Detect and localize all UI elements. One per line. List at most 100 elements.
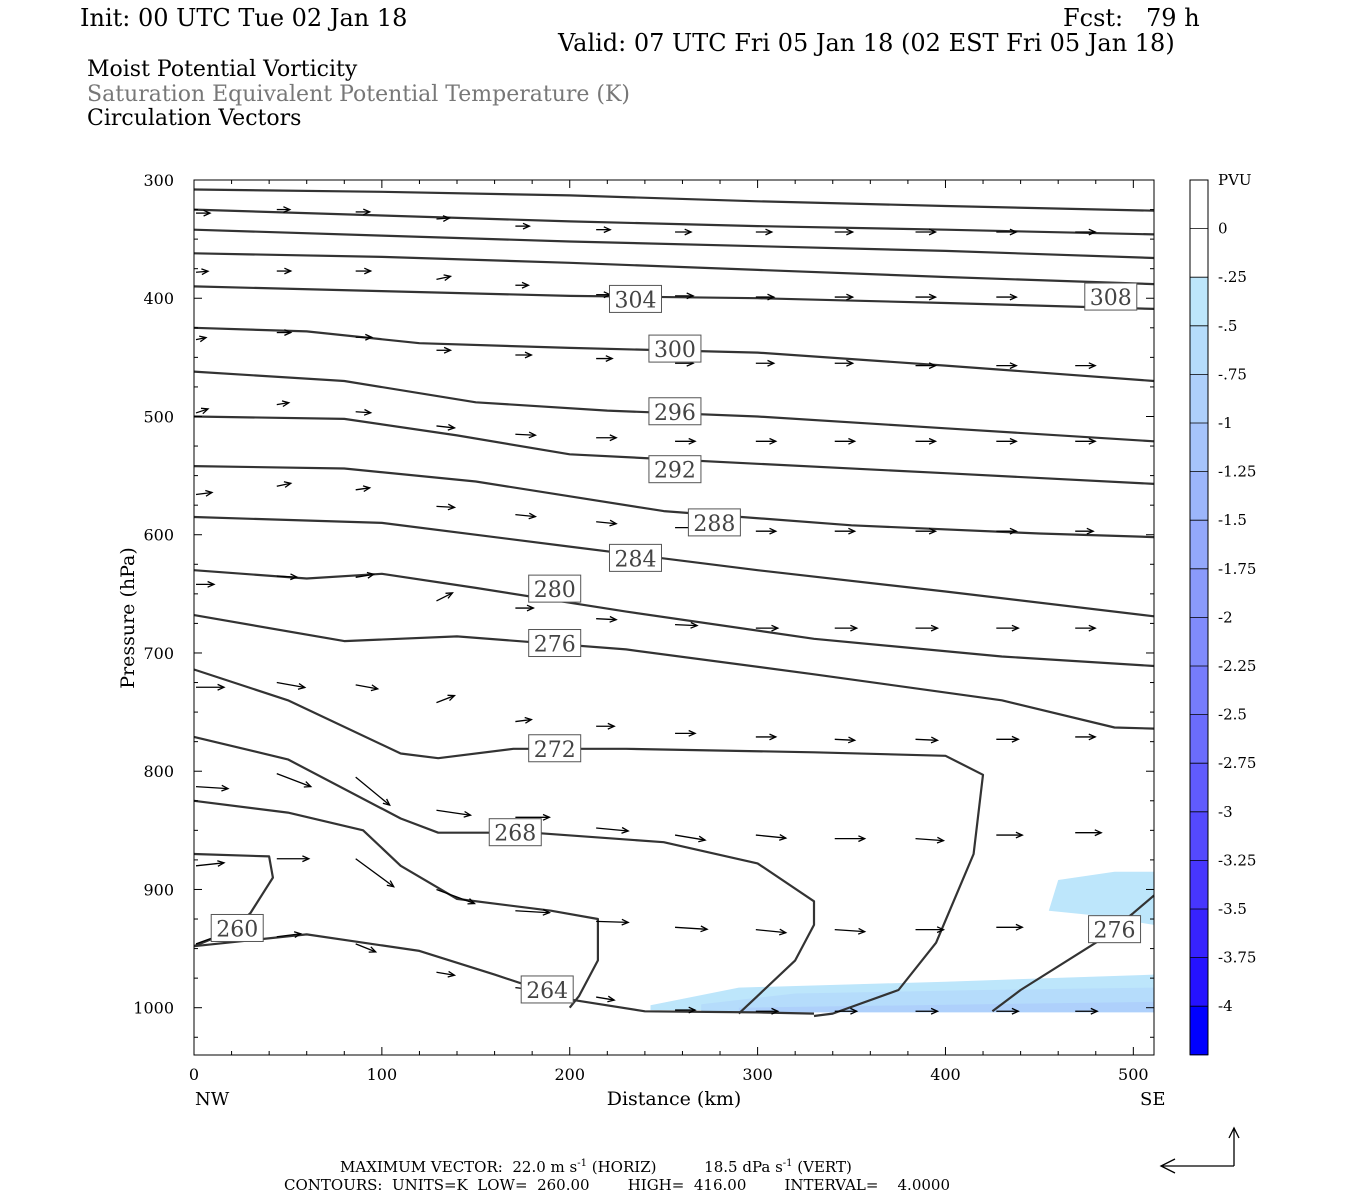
theta-e-contour	[193, 208, 1155, 236]
vector-head	[524, 351, 533, 359]
circulation-vector	[276, 772, 313, 788]
circulation-vector	[675, 228, 693, 236]
theta-e-contour	[193, 515, 1155, 618]
vector-head	[1009, 362, 1018, 370]
vector-shaft	[674, 834, 706, 841]
theta-e-contour	[193, 252, 1155, 286]
vector-head	[217, 860, 226, 867]
circulation-vector	[515, 281, 530, 289]
circulation-vector	[196, 580, 216, 588]
circulation-vector	[355, 858, 395, 888]
plot-frame	[193, 179, 1155, 1056]
vector-shaft	[596, 996, 615, 1001]
circulation-vector	[596, 826, 630, 834]
vector-head	[217, 683, 226, 691]
vector-head	[769, 437, 778, 445]
vector-shaft	[436, 695, 455, 704]
vector-head	[847, 736, 857, 744]
contour-label-value: 280	[534, 578, 576, 603]
pv-colorbar: 0 -.25 -.5 -.75 -1 -1.25 -1.5 -1.75 -2 -2.25 -2.5 -…	[1189, 179, 1256, 1056]
vector-shaft	[355, 411, 371, 414]
circulation-vector	[436, 503, 457, 511]
field-vectors-title: Circulation Vectors	[87, 106, 302, 131]
vector-head	[205, 489, 214, 497]
contour-label-box	[210, 913, 264, 942]
vector-head	[698, 835, 707, 843]
circulation-vector	[1075, 1007, 1099, 1015]
vector-head	[603, 226, 612, 234]
vector-head	[1088, 228, 1097, 236]
colorbar-swatch	[1190, 180, 1208, 230]
theta-e-contour	[193, 569, 1155, 668]
circulation-vector	[596, 615, 618, 623]
contour-label-box	[1088, 915, 1142, 944]
vector-shaft	[355, 487, 370, 491]
vector-head	[850, 1007, 859, 1015]
vector-head	[686, 292, 695, 300]
contour-label-box	[488, 818, 542, 847]
vector-head	[443, 274, 453, 282]
contour-label-box	[528, 574, 582, 603]
contour-label-box	[608, 543, 662, 572]
circulation-vector	[915, 527, 938, 535]
vector-shaft	[276, 402, 289, 406]
vector-head	[1011, 624, 1020, 632]
circulation-vector	[675, 925, 709, 933]
vector-shaft	[355, 858, 395, 888]
theta-e-contour	[193, 370, 1155, 443]
circulation-vector	[755, 733, 778, 741]
colorbar-swatch	[1190, 860, 1208, 910]
vector-shaft	[355, 943, 376, 953]
x-tick-label: 0	[189, 1065, 199, 1084]
circulation-vector	[996, 831, 1024, 839]
theta-e-contour	[193, 228, 1155, 260]
vector-head	[293, 931, 303, 938]
theta-e-contour	[193, 614, 1155, 730]
vector-head	[1009, 437, 1018, 445]
circulation-vector	[276, 267, 293, 275]
colorbar-label: -2	[1218, 608, 1233, 626]
circulation-vector	[355, 684, 380, 692]
contour-label-value: 300	[654, 338, 696, 363]
contour-label: 272	[528, 734, 582, 763]
contour-label-value: 276	[1094, 919, 1136, 944]
circulation-vector	[915, 437, 938, 445]
vector-head	[1088, 733, 1097, 741]
vector-head	[283, 481, 293, 488]
vector-head	[1009, 293, 1018, 301]
circulation-vector	[755, 624, 780, 632]
vector-head	[607, 722, 616, 730]
vector-head	[447, 503, 457, 511]
contour-label-box	[608, 284, 662, 313]
vector-shaft	[195, 408, 209, 414]
contours-note: CONTOURS: UNITS=K LOW= 260.00 HIGH= 416.…	[284, 1176, 950, 1194]
contour-label-box	[648, 455, 702, 484]
vector-head	[521, 281, 530, 289]
x-tick-label: 100	[367, 1065, 398, 1084]
x-axis-label: Distance (km)	[607, 1088, 742, 1110]
circulation-vector	[195, 784, 230, 792]
vector-head	[524, 716, 533, 724]
vector-head	[850, 624, 859, 632]
vector-shaft	[276, 933, 301, 938]
circulation-vector	[515, 351, 533, 359]
vector-head	[526, 604, 535, 612]
contour-label-box	[687, 508, 741, 537]
circulation-vector	[195, 489, 214, 497]
colorbar-label: -1.5	[1218, 511, 1247, 529]
contour-label: 280	[528, 574, 582, 603]
circulation-vector	[596, 995, 616, 1003]
circulation-vector	[436, 970, 457, 978]
colorbar-label: -3	[1218, 803, 1233, 821]
colorbar-swatch	[1190, 909, 1208, 959]
vector-head	[283, 206, 292, 213]
vector-head	[767, 359, 776, 367]
circulation-vector	[515, 604, 535, 612]
colorbar-label: -2.25	[1218, 657, 1256, 675]
circulation-vector	[515, 222, 531, 230]
vector-head	[930, 736, 940, 744]
circulation-vector	[996, 527, 1018, 535]
vector-head	[201, 268, 210, 276]
colorbar-swatch	[1190, 1006, 1208, 1056]
